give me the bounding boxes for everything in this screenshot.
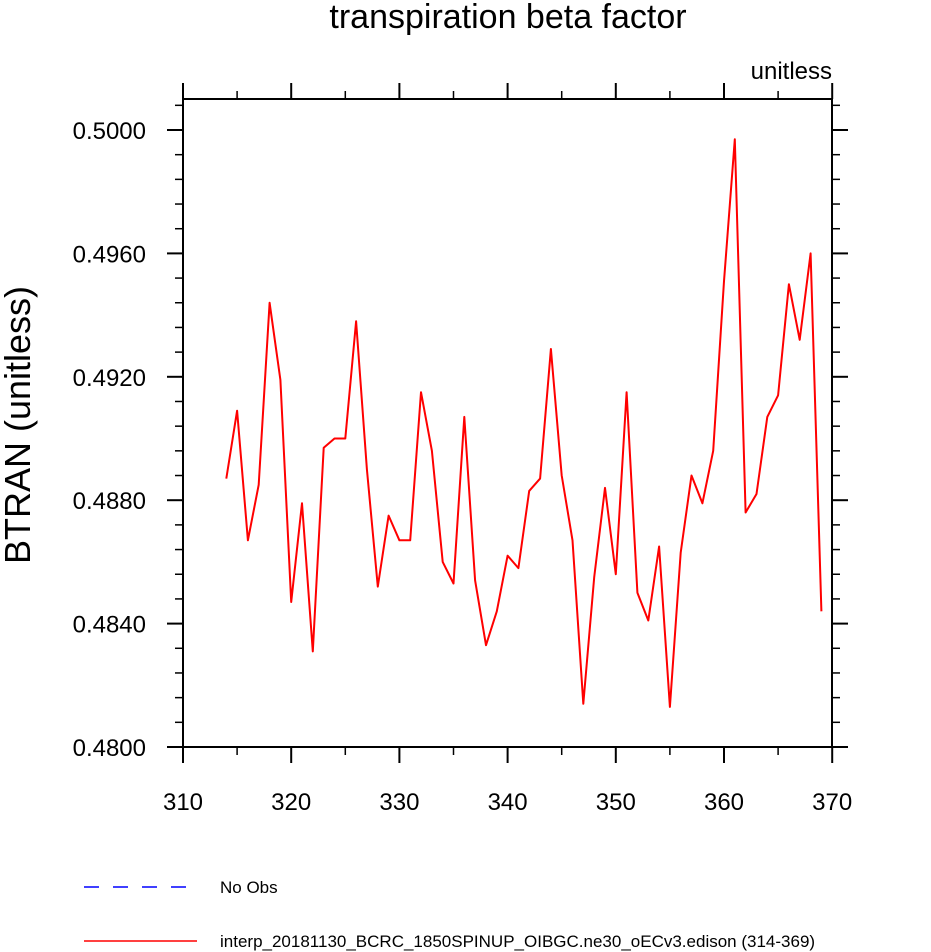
legend-label-no-obs: No Obs	[220, 878, 278, 897]
units-label: unitless	[751, 58, 832, 85]
y-tick-label: 0.4920	[73, 365, 146, 392]
y-tick-labels: 0.4800 0.4840 0.4880 0.4920 0.4960 0.5000	[73, 118, 146, 762]
legend-label-model: interp_20181130_BCRC_1850SPINUP_OIBGC.ne…	[220, 932, 815, 951]
x-tick-labels: 310 320 330 340 350 360 370	[163, 789, 852, 816]
legend: No Obs interp_20181130_BCRC_1850SPINUP_O…	[84, 878, 815, 951]
x-tick-label: 310	[163, 789, 203, 816]
y-tick-label: 0.4800	[73, 735, 146, 762]
chart-title: transpiration beta factor	[329, 0, 686, 36]
x-tick-label: 340	[488, 789, 528, 816]
y-tick-label: 0.4880	[73, 488, 146, 515]
series-line-model	[225, 138, 823, 708]
y-tick-label: 0.5000	[73, 118, 146, 145]
y-tick-label: 0.4840	[73, 612, 146, 639]
series-lines	[225, 138, 823, 708]
plot-frame	[182, 98, 833, 748]
y-axis-label: BTRAN (unitless)	[0, 286, 38, 564]
x-tick-label: 370	[812, 789, 852, 816]
x-tick-label: 350	[596, 789, 636, 816]
y-tick-label: 0.4960	[73, 241, 146, 268]
x-tick-label: 330	[379, 789, 419, 816]
x-tick-label: 320	[271, 789, 311, 816]
x-tick-label: 360	[704, 789, 744, 816]
axis-ticks	[167, 83, 848, 763]
